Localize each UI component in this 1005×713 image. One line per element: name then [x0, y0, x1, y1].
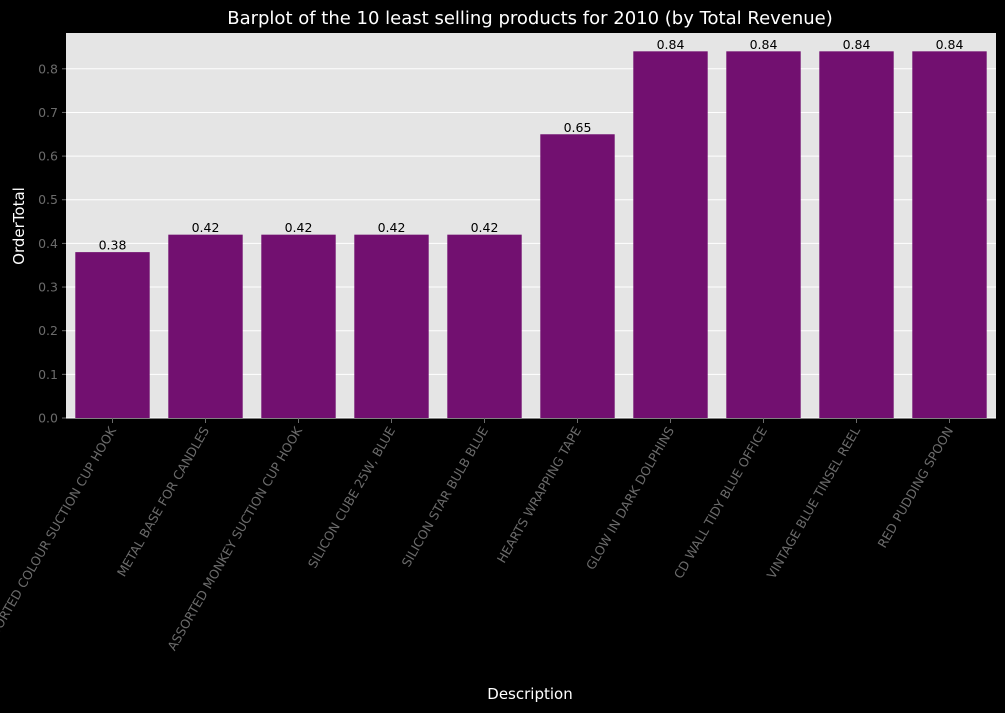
y-tick-label: 0.4 [38, 236, 58, 251]
chart-title: Barplot of the 10 least selling products… [227, 8, 833, 29]
y-axis-ticks: 0.0 0.1 0.2 0.3 0.4 0.5 0.6 0.7 0.8 [38, 61, 66, 426]
data-label: 0.38 [99, 238, 127, 253]
y-tick-label: 0.8 [38, 61, 58, 76]
data-labels: 0.38 0.42 0.42 0.42 0.42 0.65 0.84 0.84 0.84 0.84 [99, 37, 964, 253]
y-tick-label: 0.7 [38, 105, 58, 120]
bar [75, 252, 150, 418]
y-tick-label: 0.2 [38, 323, 58, 338]
y-tick-label: 0.6 [38, 149, 58, 164]
y-tick-label: 0.1 [38, 367, 58, 382]
bar [912, 51, 987, 418]
data-label: 0.42 [378, 220, 406, 235]
bar [726, 51, 801, 418]
data-label: 0.42 [285, 220, 313, 235]
data-label: 0.84 [750, 37, 778, 52]
data-label: 0.84 [936, 37, 964, 52]
y-tick-label: 0.0 [38, 411, 58, 426]
bar [261, 234, 336, 418]
bar [447, 234, 522, 418]
data-label: 0.42 [192, 220, 220, 235]
bar [168, 234, 243, 418]
data-label: 0.84 [843, 37, 871, 52]
data-label: 0.84 [657, 37, 685, 52]
bars [75, 51, 987, 418]
data-label: 0.65 [564, 120, 592, 135]
bar [819, 51, 894, 418]
bar [633, 51, 708, 418]
data-label: 0.42 [471, 220, 499, 235]
y-tick-label: 0.5 [38, 192, 58, 207]
y-tick-label: 0.3 [38, 280, 58, 295]
x-axis-label: Description [487, 685, 572, 703]
y-axis-label: OrderTotal [10, 187, 28, 265]
bar [354, 234, 429, 418]
bar [540, 134, 615, 418]
